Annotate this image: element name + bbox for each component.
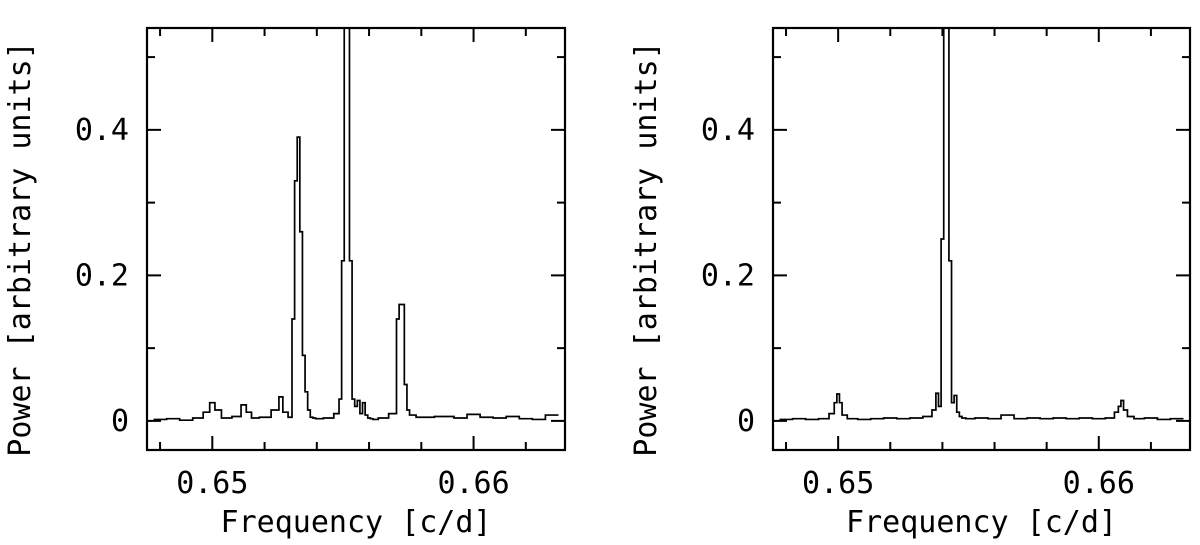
left-y-tick-label: 0: [111, 404, 129, 439]
right-panel: 0 0.2 0.4 0.65 0.66 Frequency [c/d] Power [arb…: [629, 26, 1192, 540]
right-x-tick-label: 0.65: [802, 466, 874, 501]
left-panel: 0 0.2 0.4 0.65 0.66 Frequency [c/d] Power [arb…: [3, 26, 567, 540]
right-plot-frame: [771, 26, 1192, 452]
right-y-tick-label: 0: [737, 404, 755, 439]
left-power-spectrum-trace: [153, 28, 559, 422]
left-y-tick-label: 0.4: [75, 113, 129, 148]
right-x-tick-label: 0.66: [1063, 466, 1135, 501]
left-x-axis-label: Frequency [c/d]: [221, 505, 492, 540]
right-power-spectrum-trace: [779, 28, 1184, 421]
right-y-tick-label: 0.2: [701, 258, 755, 293]
right-y-axis-label: Power [arbitrary units]: [629, 41, 664, 456]
left-x-tick-label: 0.66: [437, 466, 509, 501]
left-x-tick-label: 0.65: [176, 466, 248, 501]
right-y-tick-label: 0.4: [701, 113, 755, 148]
right-x-axis-label: Frequency [c/d]: [846, 505, 1117, 540]
left-plot-frame: [145, 26, 567, 452]
left-y-axis-label: Power [arbitrary units]: [3, 41, 38, 456]
left-y-tick-label: 0.2: [75, 258, 129, 293]
